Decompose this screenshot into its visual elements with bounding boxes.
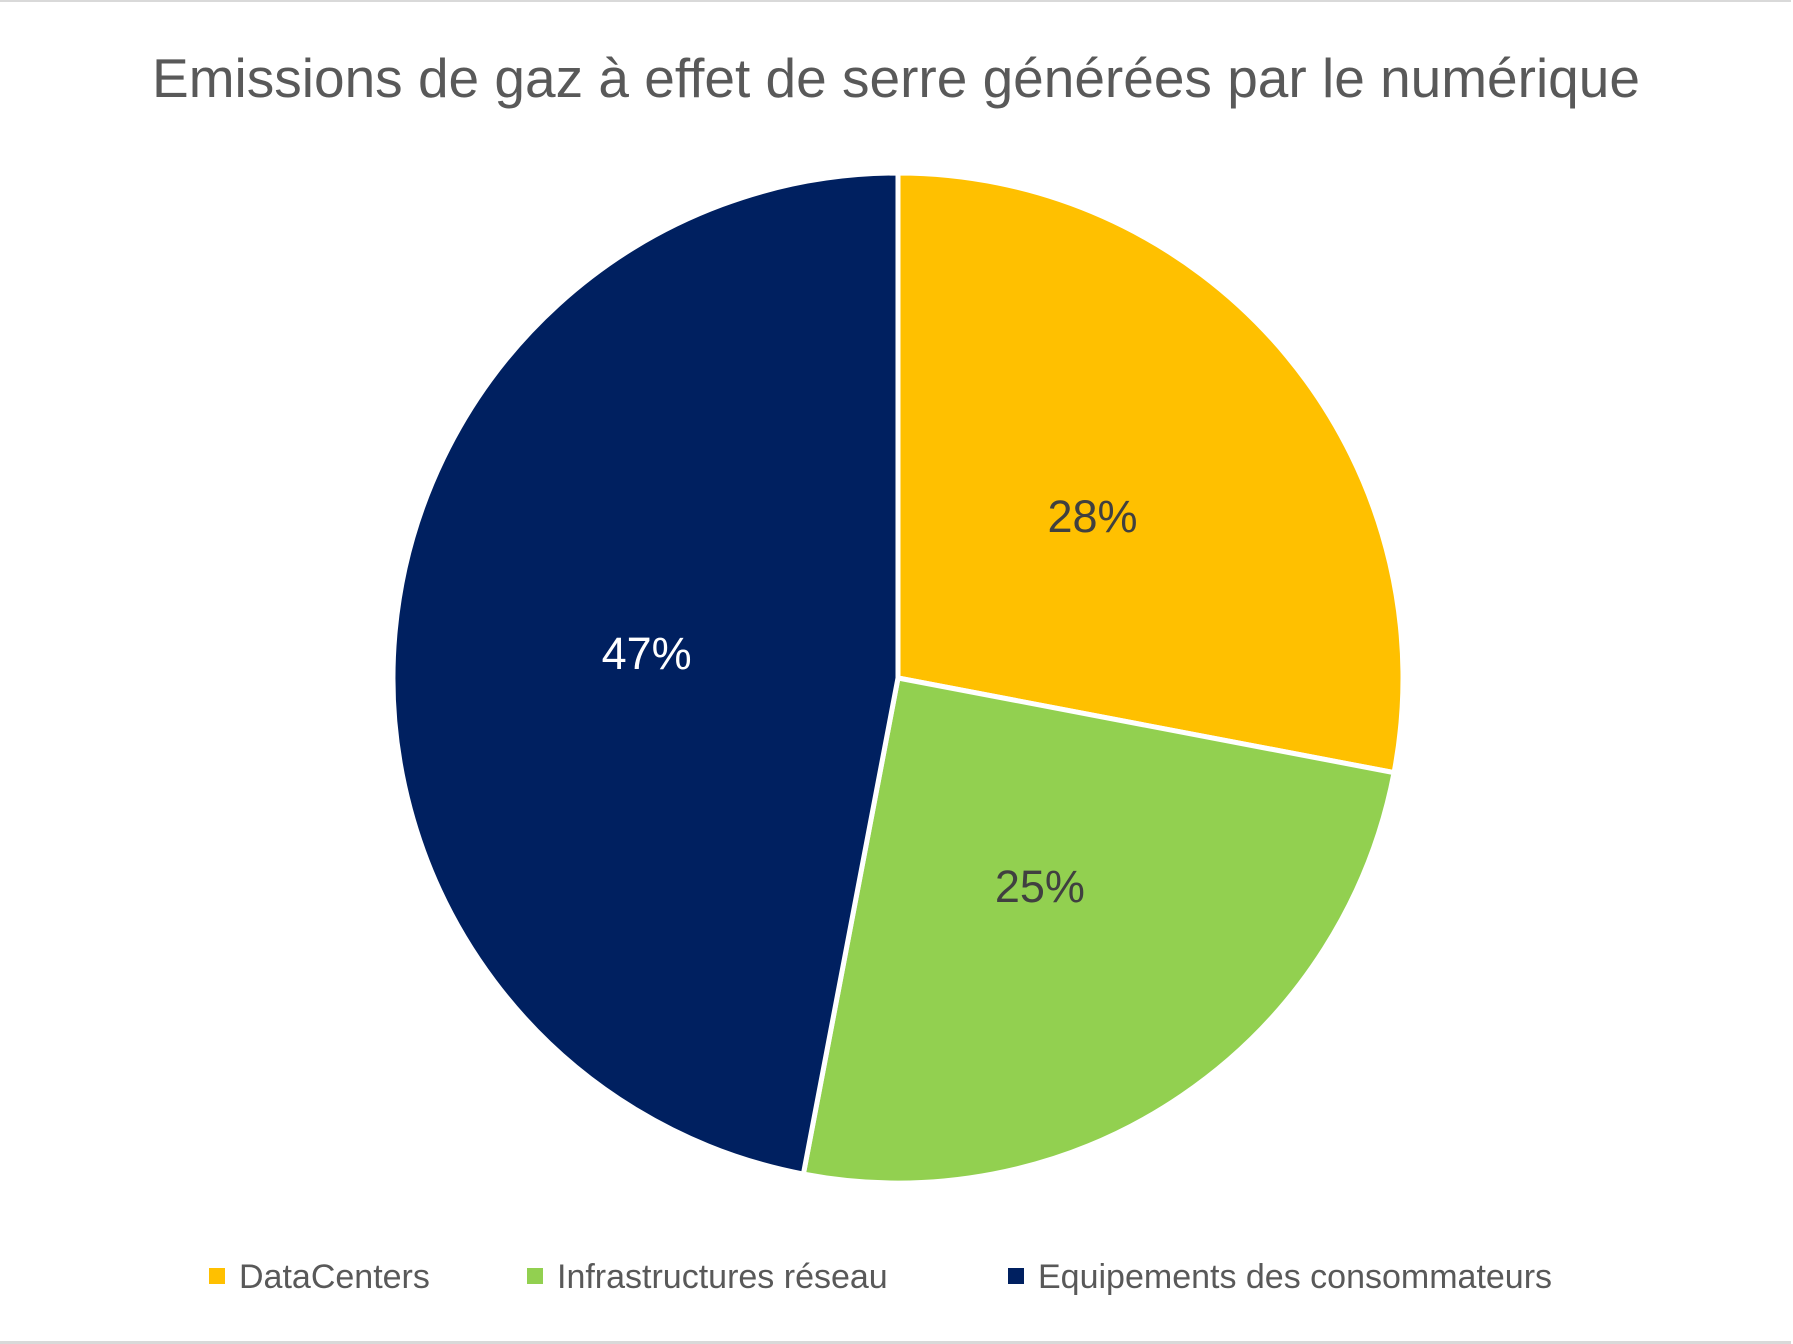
data-label: 25% — [995, 861, 1085, 912]
legend: DataCenters Infrastructures réseau Equipem… — [209, 1258, 1552, 1296]
data-label: 47% — [602, 628, 692, 679]
legend-swatch — [1008, 1268, 1024, 1284]
legend-swatch — [209, 1268, 225, 1284]
pie-slice-3 — [390, 170, 901, 1177]
pie-slice-1 — [895, 170, 1406, 776]
chart-title: Emissions de gaz à effet de serre généré… — [152, 47, 1640, 109]
legend-label: Equipements des consommateurs — [1038, 1258, 1552, 1296]
data-label: 28% — [1048, 491, 1138, 542]
legend-label: DataCenters — [239, 1258, 430, 1296]
pie-slice-2 — [800, 675, 1397, 1186]
legend-swatch — [527, 1268, 543, 1284]
legend-label: Infrastructures réseau — [557, 1258, 888, 1296]
